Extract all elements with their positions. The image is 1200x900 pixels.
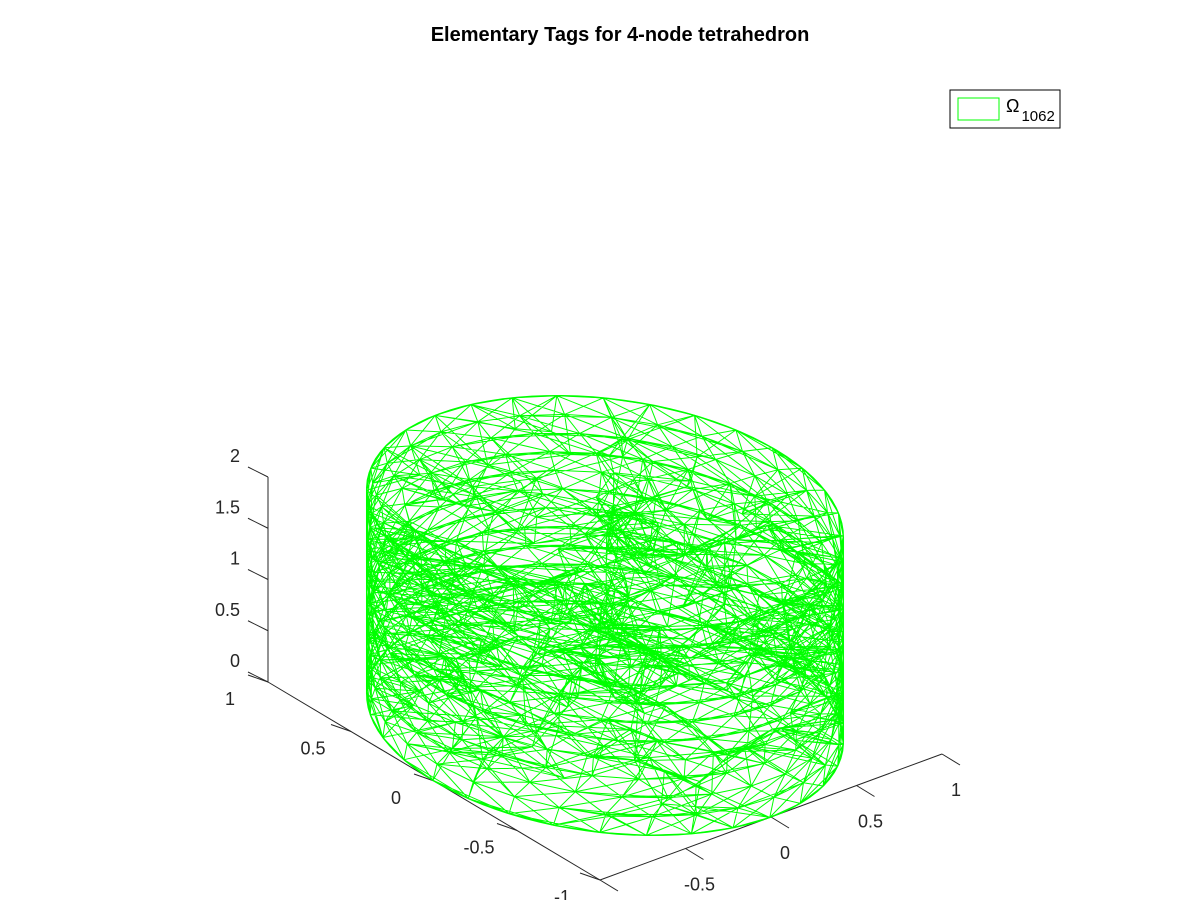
- legend-label: Ω1062: [1006, 96, 1055, 125]
- z-tick: [247, 569, 269, 580]
- x-tick: [685, 848, 704, 860]
- top-boundary: [365, 394, 845, 632]
- bottom-boundary: [365, 599, 845, 837]
- z-tick-label: 1.5: [215, 497, 240, 517]
- x-tick-label: 1: [951, 780, 961, 800]
- z-tick-label: 1: [230, 549, 240, 569]
- y-tick: [496, 823, 518, 831]
- x-tick-label: -0.5: [684, 875, 715, 895]
- z-tick: [247, 620, 269, 632]
- tetrahedral-mesh: [365, 394, 845, 837]
- z-tick: [247, 671, 269, 683]
- x-tick: [856, 785, 875, 797]
- legend: Ω1062: [949, 89, 1061, 129]
- y-tick-label: 0.5: [300, 739, 325, 759]
- x-tick: [599, 879, 619, 892]
- legend-series-subscript: 1062: [1021, 108, 1054, 125]
- y-tick-label: 0: [391, 788, 401, 808]
- x-tick: [770, 816, 790, 829]
- y-tick: [330, 724, 352, 732]
- x-tick-label: 0.5: [858, 812, 883, 832]
- x-tick-label: 0: [780, 843, 790, 863]
- y-tick-label: 1: [225, 689, 235, 709]
- chart-title: Elementary Tags for 4-node tetrahedron: [431, 24, 810, 46]
- x-tick: [941, 753, 961, 766]
- z-tick: [247, 466, 269, 478]
- y-tick: [413, 773, 435, 782]
- z-tick-label: 0.5: [215, 600, 240, 620]
- legend-swatch: [957, 97, 1000, 121]
- y-tick-label: -0.5: [463, 838, 494, 858]
- z-tick-label: 2: [230, 446, 240, 466]
- y-tick-label: -1: [554, 887, 570, 900]
- z-tick-label: 0: [230, 651, 240, 671]
- legend-box: [949, 89, 1061, 129]
- legend-series-name: Ω: [1006, 96, 1019, 116]
- z-tick: [247, 517, 269, 529]
- y-tick: [579, 872, 601, 881]
